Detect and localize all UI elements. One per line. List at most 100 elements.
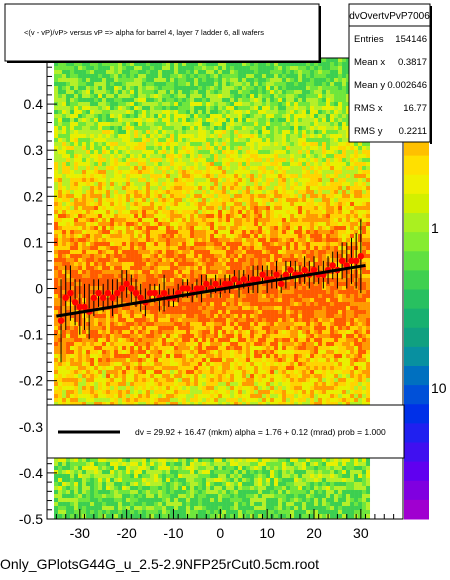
heatmap-cell <box>158 258 163 262</box>
heatmap-cell <box>102 482 107 486</box>
heatmap-cell <box>102 470 107 474</box>
heatmap-cell <box>190 498 195 502</box>
heatmap-cell <box>86 70 91 74</box>
heatmap-cell <box>202 374 207 378</box>
heatmap-cell <box>94 126 99 130</box>
heatmap-cell <box>142 362 147 366</box>
heatmap-cell <box>150 390 155 394</box>
heatmap-cell <box>122 102 127 106</box>
heatmap-cell <box>118 166 123 170</box>
heatmap-cell <box>202 226 207 230</box>
heatmap-cell <box>98 102 103 106</box>
heatmap-cell <box>126 298 131 302</box>
heatmap-cell <box>222 290 227 294</box>
heatmap-cell <box>102 382 107 386</box>
heatmap-cell <box>170 70 175 74</box>
heatmap-cell <box>90 314 95 318</box>
heatmap-cell <box>146 322 151 326</box>
heatmap-cell <box>106 262 111 266</box>
heatmap-cell <box>142 490 147 494</box>
heatmap-cell <box>58 398 63 402</box>
heatmap-cell <box>178 474 183 478</box>
heatmap-cell <box>78 114 83 118</box>
heatmap-cell <box>70 86 75 90</box>
heatmap-cell <box>198 214 203 218</box>
heatmap-cell <box>190 482 195 486</box>
heatmap-cell <box>158 94 163 98</box>
heatmap-cell <box>58 366 63 370</box>
heatmap-cell <box>194 326 199 330</box>
heatmap-cell <box>110 190 115 194</box>
heatmap-cell <box>106 214 111 218</box>
heatmap-cell <box>78 138 83 142</box>
heatmap-cell <box>182 146 187 150</box>
heatmap-cell <box>194 246 199 250</box>
heatmap-cell <box>66 150 71 154</box>
heatmap-cell <box>166 174 171 178</box>
heatmap-cell <box>142 102 147 106</box>
heatmap-cell <box>54 306 59 310</box>
heatmap-cell <box>70 382 75 386</box>
heatmap-cell <box>198 218 203 222</box>
heatmap-cell <box>54 326 59 330</box>
heatmap-cell <box>174 190 179 194</box>
heatmap-cell <box>202 158 207 162</box>
heatmap-cell <box>182 478 187 482</box>
heatmap-cell <box>138 322 143 326</box>
heatmap-cell <box>134 402 139 406</box>
heatmap-cell <box>102 238 107 242</box>
heatmap-cell <box>106 378 111 382</box>
heatmap-cell <box>146 506 151 510</box>
heatmap-cell <box>118 238 123 242</box>
heatmap-cell <box>138 402 143 406</box>
heatmap-cell <box>162 146 167 150</box>
heatmap-cell <box>118 86 123 90</box>
heatmap-cell <box>170 62 175 66</box>
heatmap-cell <box>218 94 223 98</box>
heatmap-cell <box>190 158 195 162</box>
heatmap-cell <box>74 186 79 190</box>
heatmap-cell <box>94 246 99 250</box>
heatmap-cell <box>130 346 135 350</box>
heatmap-cell <box>222 474 227 478</box>
heatmap-cell <box>166 158 171 162</box>
heatmap-cell <box>66 342 71 346</box>
heatmap-cell <box>198 338 203 342</box>
heatmap-cell <box>206 174 211 178</box>
heatmap-cell <box>198 238 203 242</box>
heatmap-cell <box>190 154 195 158</box>
heatmap-cell <box>126 122 131 126</box>
heatmap-cell <box>154 366 159 370</box>
heatmap-cell <box>122 398 127 402</box>
heatmap-cell <box>218 98 223 102</box>
heatmap-cell <box>190 170 195 174</box>
heatmap-cell <box>222 458 227 462</box>
heatmap-cell <box>110 462 115 466</box>
heatmap-cell <box>74 470 79 474</box>
heatmap-cell <box>146 118 151 122</box>
heatmap-cell <box>122 378 127 382</box>
heatmap-cell <box>178 306 183 310</box>
heatmap-cell <box>54 238 59 242</box>
heatmap-cell <box>218 230 223 234</box>
heatmap-cell <box>94 82 99 86</box>
heatmap-cell <box>114 230 119 234</box>
heatmap-cell <box>74 486 79 490</box>
heatmap-cell <box>170 230 175 234</box>
heatmap-cell <box>202 478 207 482</box>
heatmap-cell <box>158 170 163 174</box>
heatmap-cell <box>114 282 119 286</box>
heatmap-cell <box>78 66 83 70</box>
heatmap-cell <box>178 370 183 374</box>
heatmap-cell <box>102 218 107 222</box>
heatmap-cell <box>194 394 199 398</box>
heatmap-cell <box>86 166 91 170</box>
heatmap-cell <box>174 114 179 118</box>
heatmap-cell <box>146 502 151 506</box>
heatmap-cell <box>202 470 207 474</box>
heatmap-cell <box>166 370 171 374</box>
heatmap-cell <box>54 222 59 226</box>
heatmap-cell <box>210 310 215 314</box>
heatmap-cell <box>54 350 59 354</box>
heatmap-cell <box>114 158 119 162</box>
